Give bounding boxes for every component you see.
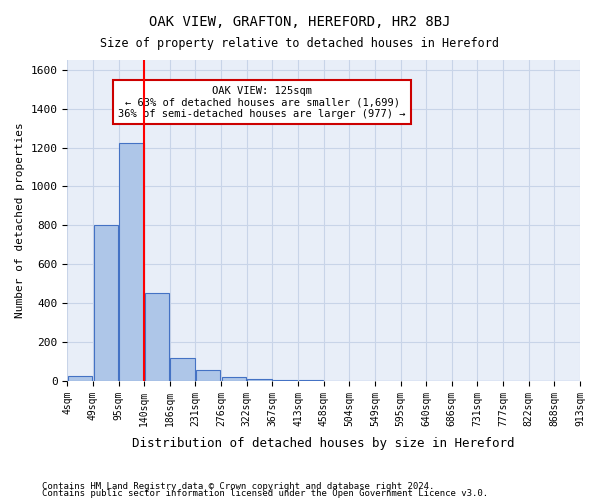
- Text: OAK VIEW, GRAFTON, HEREFORD, HR2 8BJ: OAK VIEW, GRAFTON, HEREFORD, HR2 8BJ: [149, 15, 451, 29]
- X-axis label: Distribution of detached houses by size in Hereford: Distribution of detached houses by size …: [133, 437, 515, 450]
- Bar: [222, 377, 246, 381]
- Bar: [119, 142, 143, 381]
- Y-axis label: Number of detached properties: Number of detached properties: [15, 122, 25, 318]
- Bar: [68, 376, 92, 381]
- Text: Contains public sector information licensed under the Open Government Licence v3: Contains public sector information licen…: [42, 488, 488, 498]
- Bar: [247, 379, 272, 381]
- Text: Contains HM Land Registry data © Crown copyright and database right 2024.: Contains HM Land Registry data © Crown c…: [42, 482, 434, 491]
- Bar: [145, 294, 169, 381]
- Text: OAK VIEW: 125sqm
← 63% of detached houses are smaller (1,699)
36% of semi-detach: OAK VIEW: 125sqm ← 63% of detached house…: [118, 86, 406, 119]
- Text: Size of property relative to detached houses in Hereford: Size of property relative to detached ho…: [101, 38, 499, 51]
- Bar: [273, 380, 298, 381]
- Bar: [170, 358, 195, 381]
- Bar: [196, 370, 220, 381]
- Bar: [94, 226, 118, 381]
- Bar: [299, 380, 323, 381]
